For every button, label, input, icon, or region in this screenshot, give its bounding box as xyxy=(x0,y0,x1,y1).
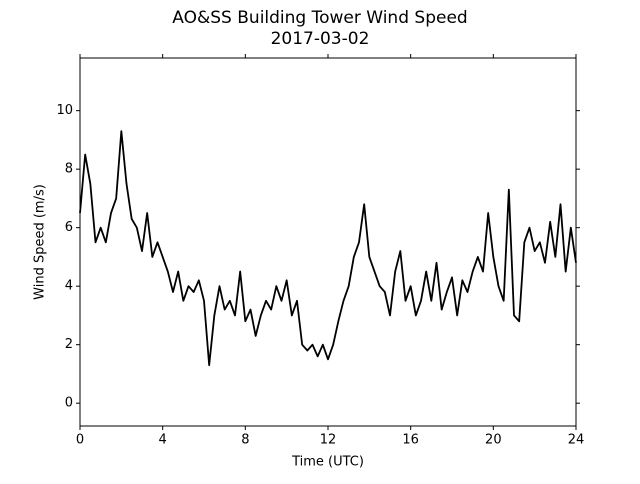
x-tick-label: 12 xyxy=(320,433,337,448)
x-axis-label: Time (UTC) xyxy=(291,455,364,470)
x-tick-label: 24 xyxy=(568,433,585,448)
y-axis-label: Wind Speed (m/s) xyxy=(33,184,48,300)
chart-title: AO&SS Building Tower Wind Speed xyxy=(172,8,467,28)
y-tick-label: 10 xyxy=(56,103,73,118)
y-tick-label: 8 xyxy=(65,162,73,177)
plot-frame xyxy=(79,57,577,427)
x-tick-label: 0 xyxy=(76,433,84,448)
x-tick-label: 8 xyxy=(241,433,249,448)
x-tick-label: 16 xyxy=(402,433,419,448)
y-tick-label: 0 xyxy=(65,396,73,411)
y-tick-label: 6 xyxy=(65,220,73,235)
data-line xyxy=(79,130,577,367)
x-tick-label: 20 xyxy=(485,433,502,448)
y-tick-label: 2 xyxy=(65,337,73,352)
chart-subtitle: 2017-03-02 xyxy=(271,29,370,49)
x-tick-label: 4 xyxy=(159,433,167,448)
y-tick-label: 4 xyxy=(65,279,73,294)
